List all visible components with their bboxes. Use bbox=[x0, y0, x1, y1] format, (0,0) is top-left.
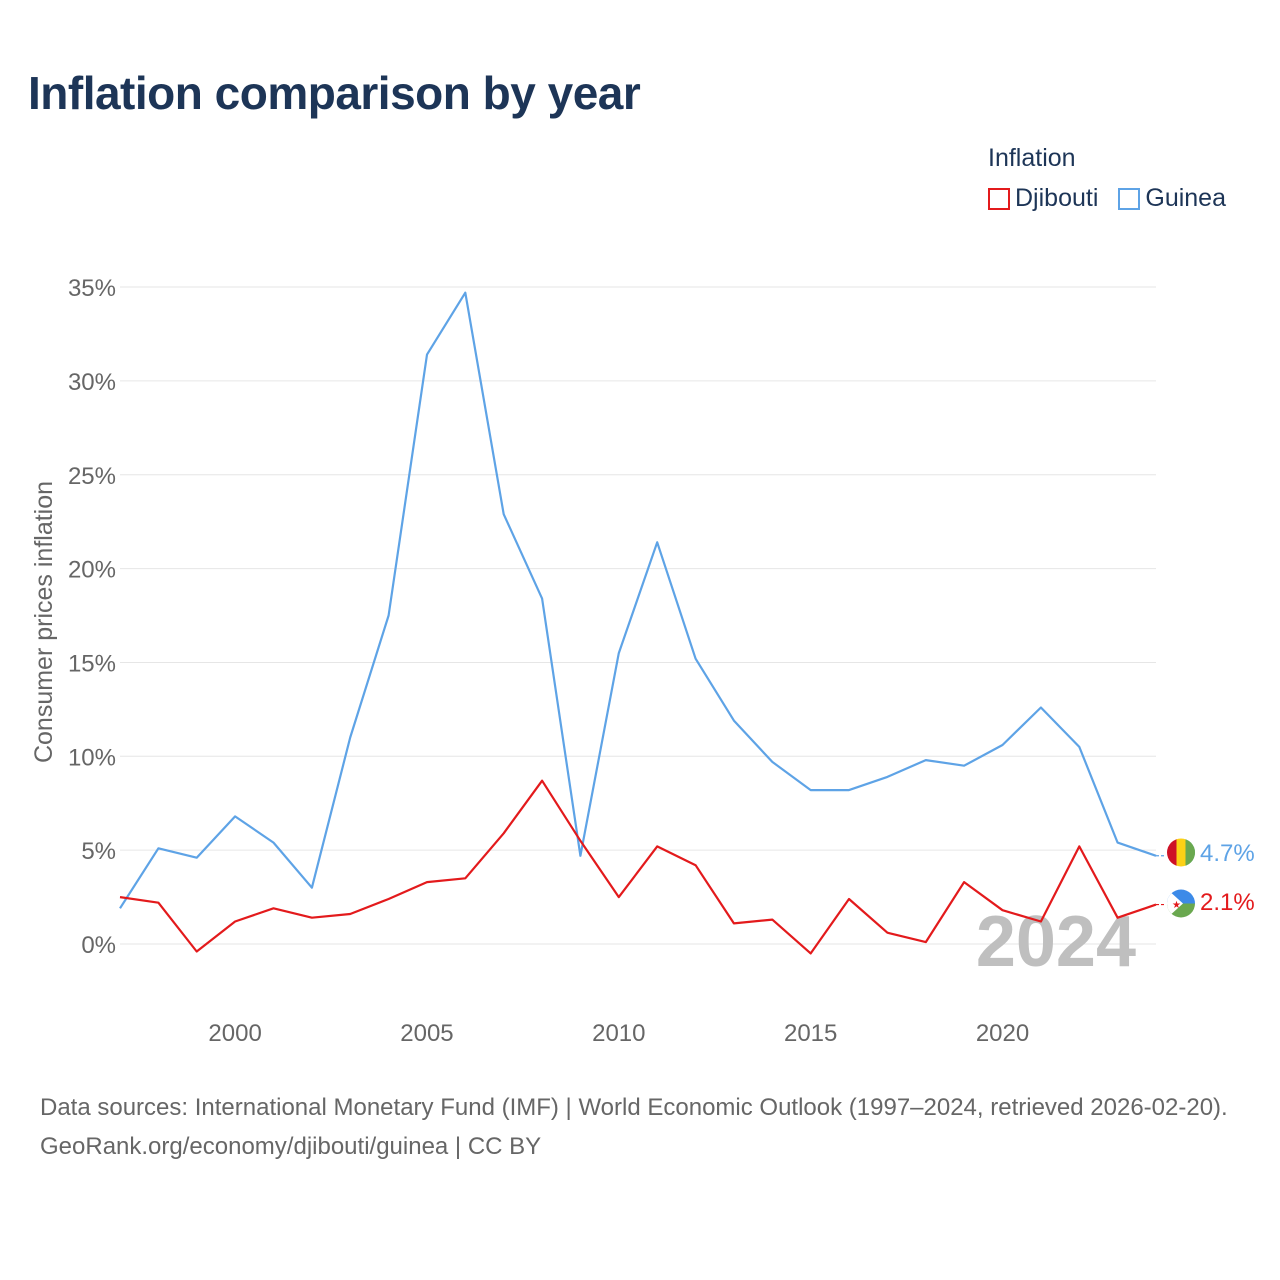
end-label-guinea: 4.7% bbox=[1200, 840, 1255, 867]
footer: Data sources: International Monetary Fun… bbox=[40, 1088, 1250, 1166]
legend: Djibouti Guinea bbox=[988, 184, 1226, 213]
y-tick-label: 30% bbox=[68, 369, 116, 396]
x-tick-label: 2000 bbox=[208, 1020, 261, 1047]
y-tick-label: 20% bbox=[68, 557, 116, 584]
svg-text:★: ★ bbox=[1172, 900, 1181, 911]
series-lines bbox=[119, 291, 1166, 955]
y-tick-label: 35% bbox=[68, 275, 116, 302]
legend-swatch-guinea bbox=[1118, 187, 1141, 210]
legend-item-djibouti[interactable]: Djibouti bbox=[988, 184, 1098, 213]
legend-item-guinea[interactable]: Guinea bbox=[1118, 184, 1226, 213]
data-sources-note: Data sources: International Monetary Fun… bbox=[40, 1094, 1228, 1121]
x-tick-label: 2010 bbox=[592, 1020, 645, 1047]
djibouti-flag-icon: ★ bbox=[1167, 889, 1195, 918]
credit-link[interactable]: GeoRank.org/economy/djibouti/guinea | CC… bbox=[40, 1133, 542, 1160]
y-tick-label: 10% bbox=[68, 744, 116, 771]
legend-swatch-djibouti bbox=[988, 187, 1010, 210]
chart-title: Inflation comparison by year bbox=[28, 67, 641, 119]
y-tick-label: 15% bbox=[68, 650, 116, 677]
guinea-flag-icon bbox=[1167, 838, 1195, 867]
y-axis-ticks: 0% 5% 10% 15% 20% 25% 30% 35% bbox=[68, 275, 116, 959]
year-watermark: 2024 bbox=[976, 902, 1136, 982]
y-tick-label: 25% bbox=[68, 463, 116, 490]
line-chart: 0%5%10%15%20%25%30%35% 2000 2005 2010 2015 2… bbox=[30, 275, 1255, 1047]
legend-title: Inflation bbox=[988, 144, 1076, 172]
x-axis-ticks: 2000 2005 2010 2015 2020 bbox=[208, 1020, 1029, 1047]
x-tick-label: 2015 bbox=[784, 1020, 837, 1047]
x-tick-label: 2020 bbox=[976, 1020, 1029, 1047]
legend-label-guinea: Guinea bbox=[1145, 184, 1226, 212]
series-line-guinea[interactable] bbox=[119, 291, 1157, 909]
y-tick-label: 0% bbox=[81, 932, 116, 959]
x-tick-label: 2005 bbox=[400, 1020, 453, 1047]
end-markers: ★ bbox=[1167, 838, 1195, 918]
y-axis-title: Consumer prices inflation bbox=[30, 481, 58, 763]
legend-label-djibouti: Djibouti bbox=[1015, 184, 1099, 212]
y-tick-label: 5% bbox=[81, 838, 116, 865]
series-line-djibouti[interactable] bbox=[119, 779, 1157, 955]
end-labels: 4.7% 2.1% bbox=[1200, 840, 1255, 916]
end-label-djibouti: 2.1% bbox=[1200, 889, 1255, 916]
